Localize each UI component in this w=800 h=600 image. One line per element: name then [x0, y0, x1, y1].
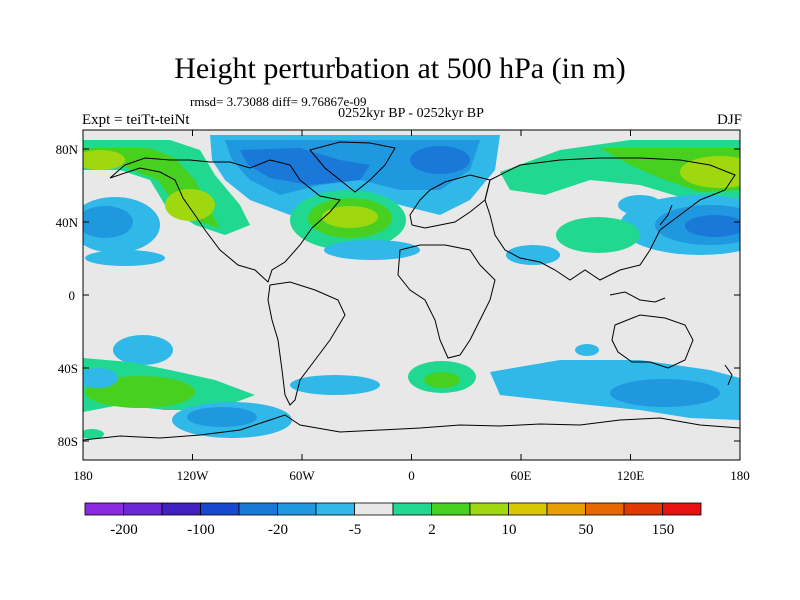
colorbar-swatch	[585, 502, 625, 516]
contour-region	[83, 206, 133, 238]
contour-region	[410, 146, 470, 174]
colorbar-swatch	[392, 502, 432, 516]
lon-label-180w: 180	[73, 468, 93, 483]
contour-region	[290, 375, 380, 395]
experiment-label: Expt = teiTt-teiNt	[82, 112, 190, 128]
coastline-australia	[611, 314, 694, 369]
season-label: DJF	[716, 112, 742, 128]
contour-region	[322, 206, 378, 228]
contour-region	[324, 240, 420, 260]
contour-region	[85, 250, 165, 266]
coastline-new-zealand	[724, 364, 733, 386]
colorbar-label: -20	[268, 522, 288, 538]
colorbar-swatch	[123, 502, 163, 516]
contour-region	[424, 372, 460, 388]
coastline-japan	[659, 204, 673, 226]
colorbar-label: -200	[110, 522, 138, 538]
lat-label-0: 0	[69, 288, 76, 303]
lat-ticks	[83, 148, 740, 442]
colorbar-swatch	[315, 502, 355, 516]
colorbar-swatch	[508, 502, 548, 516]
contour-fields	[83, 135, 740, 439]
coastline-africa	[397, 244, 496, 359]
lon-label-60w: 60W	[289, 468, 315, 483]
contour-region	[240, 148, 370, 185]
colorbar-label: 10	[502, 522, 517, 538]
lon-label-120e: 120E	[617, 468, 645, 483]
colorbar	[84, 502, 702, 516]
contour-region	[187, 407, 257, 427]
lon-label-60e: 60E	[511, 468, 532, 483]
lat-label-80s: 80S	[58, 434, 78, 449]
colorbar-swatch	[238, 502, 278, 516]
colorbar-label: 150	[652, 522, 675, 538]
contour-region	[618, 195, 662, 215]
contour-region	[165, 189, 215, 221]
contour-region	[685, 215, 740, 237]
map-title: Height perturbation at 500 hPa (in m)	[174, 52, 626, 85]
coastline-south-america	[267, 281, 346, 406]
contour-region	[680, 156, 740, 188]
lon-label-120w: 120W	[177, 468, 210, 483]
coastline-greenland	[309, 141, 396, 193]
contour-region	[83, 368, 118, 388]
colorbar-label: -100	[187, 522, 215, 538]
colorbar-swatch	[546, 502, 586, 516]
lon-label-0: 0	[408, 468, 415, 483]
colorbar-swatch	[84, 502, 124, 516]
contour-region	[83, 429, 104, 439]
stats-line: rmsd= 3.73088 diff= 9.76867e-09	[190, 94, 367, 109]
colorbar-swatch	[469, 502, 509, 516]
lon-ticks	[82, 130, 631, 460]
contour-region	[113, 335, 173, 365]
colorbar-label: -5	[349, 522, 362, 538]
lat-label-40s: 40S	[58, 361, 78, 376]
colorbar-swatch	[277, 502, 317, 516]
colorbar-swatch	[354, 502, 394, 516]
coastline-antarctica	[83, 414, 740, 441]
contour-region	[575, 344, 599, 356]
coastline-asia	[484, 157, 736, 281]
colorbar-swatch	[431, 502, 471, 516]
coastline-north-america	[109, 157, 341, 283]
contour-region	[610, 379, 720, 407]
period-label: 0252kyr BP - 0252kyr BP	[338, 106, 484, 121]
colorbar-label: 50	[579, 522, 594, 538]
contour-region	[506, 245, 560, 265]
lat-label-40n: 40N	[56, 215, 79, 230]
coastlines	[83, 141, 740, 441]
contour-region	[83, 150, 125, 170]
contour-region	[556, 217, 640, 253]
colorbar-label: 2	[428, 522, 436, 538]
lat-label-80n: 80N	[56, 142, 79, 157]
colorbar-swatch	[623, 502, 663, 516]
coastline-islands	[609, 291, 666, 303]
lon-label-180e: 180	[730, 468, 750, 483]
colorbar-swatch	[662, 502, 702, 516]
colorbar-swatch	[200, 502, 240, 516]
colorbar-swatch	[161, 502, 201, 516]
